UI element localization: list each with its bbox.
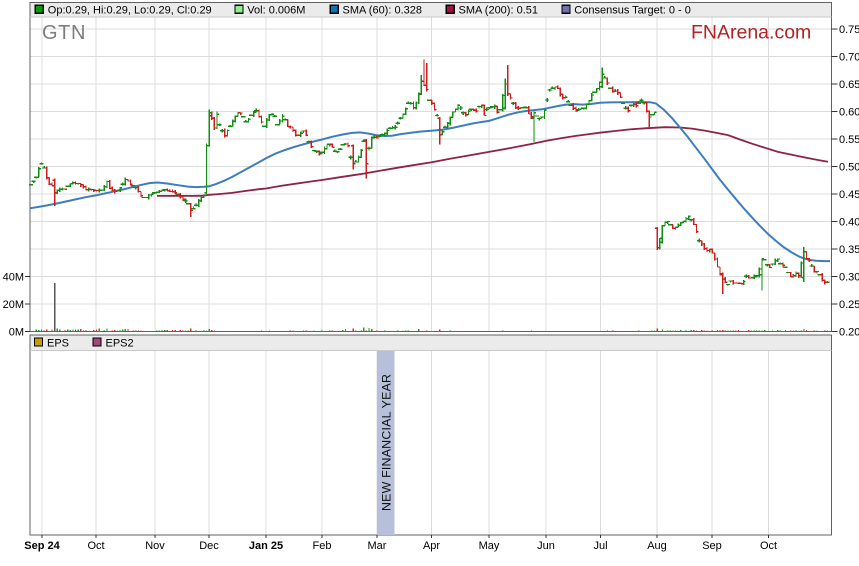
svg-text:NEW FINANCIAL YEAR: NEW FINANCIAL YEAR bbox=[380, 374, 394, 511]
svg-text:SMA (200): 0.51: SMA (200): 0.51 bbox=[459, 5, 539, 17]
svg-text:0.40: 0.40 bbox=[839, 217, 859, 229]
svg-text:0M: 0M bbox=[9, 327, 24, 339]
svg-text:Dec: Dec bbox=[199, 540, 219, 552]
svg-text:0.25: 0.25 bbox=[839, 299, 859, 311]
svg-text:Sep: Sep bbox=[702, 540, 722, 552]
svg-text:Oct: Oct bbox=[87, 540, 104, 552]
svg-text:FNArena.com: FNArena.com bbox=[691, 22, 811, 44]
svg-text:EPS: EPS bbox=[47, 338, 69, 350]
svg-text:Consensus Target: 0 - 0: Consensus Target: 0 - 0 bbox=[574, 5, 691, 17]
svg-text:SMA (60): 0.328: SMA (60): 0.328 bbox=[343, 5, 423, 17]
svg-text:0.60: 0.60 bbox=[839, 107, 859, 119]
svg-text:Aug: Aug bbox=[647, 540, 667, 552]
svg-text:0.30: 0.30 bbox=[839, 272, 859, 284]
svg-text:Jun: Jun bbox=[537, 540, 555, 552]
svg-text:Jan 25: Jan 25 bbox=[249, 540, 283, 552]
svg-text:20M: 20M bbox=[3, 299, 24, 311]
svg-text:0.20: 0.20 bbox=[839, 327, 859, 339]
svg-text:Mar: Mar bbox=[368, 540, 387, 552]
svg-text:0.65: 0.65 bbox=[839, 79, 859, 91]
svg-text:EPS2: EPS2 bbox=[106, 338, 134, 350]
svg-text:May: May bbox=[479, 540, 500, 552]
svg-text:Jul: Jul bbox=[593, 540, 607, 552]
svg-text:Apr: Apr bbox=[423, 540, 440, 552]
svg-text:0.55: 0.55 bbox=[839, 134, 859, 146]
svg-text:0.50: 0.50 bbox=[839, 162, 859, 174]
svg-text:GTN: GTN bbox=[42, 22, 86, 44]
svg-text:Oct: Oct bbox=[760, 540, 777, 552]
svg-text:0.75: 0.75 bbox=[839, 24, 859, 36]
svg-text:Feb: Feb bbox=[313, 540, 332, 552]
svg-text:Vol: 0.006M: Vol: 0.006M bbox=[247, 5, 305, 17]
svg-text:Nov: Nov bbox=[145, 540, 165, 552]
svg-text:40M: 40M bbox=[3, 272, 24, 284]
svg-text:0.70: 0.70 bbox=[839, 52, 859, 64]
svg-text:0.35: 0.35 bbox=[839, 244, 859, 256]
svg-text:0.45: 0.45 bbox=[839, 189, 859, 201]
svg-text:Op:0.29, Hi:0.29, Lo:0.29, Cl:: Op:0.29, Hi:0.29, Lo:0.29, Cl:0.29 bbox=[48, 5, 212, 17]
svg-text:Sep 24: Sep 24 bbox=[24, 540, 60, 552]
